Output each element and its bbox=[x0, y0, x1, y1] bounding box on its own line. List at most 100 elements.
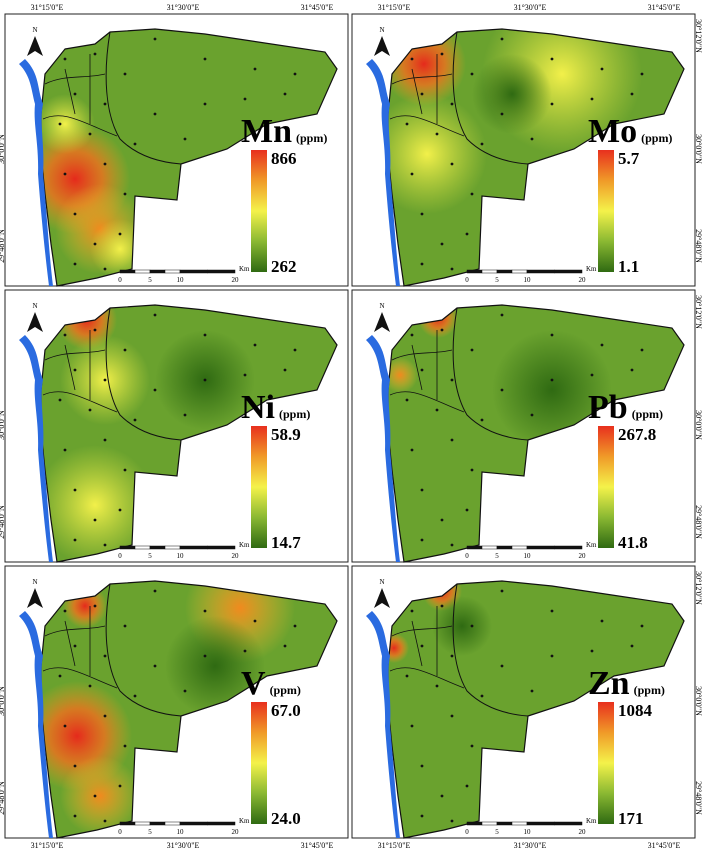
latitude-label: 29°48'0"N bbox=[0, 229, 6, 263]
north-arrow bbox=[374, 36, 390, 56]
sample-point bbox=[243, 649, 247, 653]
element-unit: (ppm) bbox=[634, 683, 665, 697]
sample-point bbox=[640, 348, 644, 352]
sample-point bbox=[153, 589, 157, 593]
north-label: N bbox=[32, 26, 37, 34]
sample-point bbox=[183, 137, 187, 141]
sample-point bbox=[103, 654, 107, 658]
sample-point bbox=[405, 674, 409, 678]
sample-point bbox=[440, 518, 444, 522]
sample-point bbox=[283, 644, 287, 648]
sample-point bbox=[73, 538, 77, 542]
sample-point bbox=[103, 543, 107, 547]
sample-point bbox=[73, 764, 77, 768]
latitude-label: 29°48'0"N bbox=[694, 505, 702, 539]
scale-segment bbox=[134, 269, 151, 274]
scale-tick: 10 bbox=[177, 276, 185, 284]
sample-point bbox=[630, 92, 634, 96]
sample-point bbox=[243, 97, 247, 101]
longitude-label: 31°30'0"E bbox=[514, 3, 547, 12]
sample-point bbox=[640, 624, 644, 628]
scale-segment bbox=[134, 821, 151, 826]
sample-point bbox=[420, 644, 424, 648]
sample-point bbox=[450, 654, 454, 658]
sample-point bbox=[440, 794, 444, 798]
scale-unit: Km bbox=[239, 265, 250, 273]
sample-point bbox=[420, 368, 424, 372]
scale-tick: 5 bbox=[495, 276, 499, 284]
scale-segment bbox=[511, 545, 528, 550]
north-arrow bbox=[27, 312, 43, 332]
sample-point bbox=[243, 373, 247, 377]
sample-point bbox=[550, 102, 554, 106]
hotspot bbox=[388, 633, 409, 663]
hotspot bbox=[165, 616, 265, 716]
legend-max: 267.8 bbox=[618, 425, 656, 444]
scale-segment bbox=[511, 821, 528, 826]
north-label: N bbox=[32, 578, 37, 586]
scale-segment bbox=[207, 545, 236, 550]
element-unit: (ppm) bbox=[279, 407, 310, 421]
hotspot bbox=[60, 756, 140, 836]
sample-point bbox=[550, 57, 554, 61]
sample-point bbox=[203, 102, 207, 106]
sample-point bbox=[420, 212, 424, 216]
sample-point bbox=[153, 37, 157, 41]
scale-segment bbox=[496, 545, 513, 550]
legend-max: 67.0 bbox=[271, 701, 301, 720]
element-label: Zn (ppm) bbox=[588, 665, 665, 702]
scale-segment bbox=[179, 269, 208, 274]
sample-point bbox=[440, 242, 444, 246]
sample-point bbox=[203, 57, 207, 61]
scale-segment bbox=[554, 821, 583, 826]
sample-point bbox=[103, 378, 107, 382]
sample-point bbox=[480, 694, 484, 698]
river bbox=[19, 59, 53, 286]
sample-point bbox=[530, 689, 534, 693]
scale-segment bbox=[481, 545, 498, 550]
scale-tick: 5 bbox=[148, 828, 152, 836]
legend-bar bbox=[251, 150, 267, 272]
north-label: N bbox=[379, 302, 384, 310]
sample-point bbox=[58, 122, 62, 126]
sample-point bbox=[550, 654, 554, 658]
longitude-label: 31°30'0"E bbox=[167, 841, 200, 850]
element-name: Pb bbox=[588, 389, 628, 426]
element-label: Mo (ppm) bbox=[588, 113, 672, 150]
sample-point bbox=[410, 448, 414, 452]
sample-point bbox=[450, 543, 454, 547]
sample-point bbox=[420, 92, 424, 96]
legend-max: 58.9 bbox=[271, 425, 301, 444]
latitude-label: 29°48'0"N bbox=[694, 781, 702, 815]
legend-min: 1.1 bbox=[618, 257, 639, 276]
latitude-label: 30°0'0"N bbox=[0, 134, 6, 164]
sample-point bbox=[470, 348, 474, 352]
scale-tick: 0 bbox=[465, 828, 469, 836]
sample-point bbox=[118, 508, 122, 512]
scale-unit: Km bbox=[586, 265, 597, 273]
north-label: N bbox=[379, 578, 384, 586]
river bbox=[19, 611, 53, 838]
longitude-label: 31°15'0"E bbox=[31, 841, 64, 850]
sample-point bbox=[93, 242, 97, 246]
sample-point bbox=[253, 619, 257, 623]
sample-point bbox=[63, 57, 67, 61]
longitude-label: 31°15'0"E bbox=[31, 3, 64, 12]
sample-point bbox=[253, 343, 257, 347]
sample-point bbox=[203, 378, 207, 382]
sample-point bbox=[600, 619, 604, 623]
hotspot bbox=[41, 445, 155, 562]
scale-tick: 0 bbox=[118, 828, 122, 836]
scale-tick: 0 bbox=[118, 552, 122, 560]
sample-point bbox=[103, 819, 107, 823]
sample-point bbox=[440, 328, 444, 332]
scale-tick: 20 bbox=[232, 828, 240, 836]
hotspot bbox=[41, 94, 95, 154]
sample-point bbox=[405, 398, 409, 402]
river bbox=[366, 335, 400, 562]
sample-point bbox=[410, 724, 414, 728]
sample-point bbox=[63, 172, 67, 176]
longitude-label: 31°15'0"E bbox=[378, 841, 411, 850]
scale-tick: 10 bbox=[524, 276, 532, 284]
sample-point bbox=[153, 388, 157, 392]
